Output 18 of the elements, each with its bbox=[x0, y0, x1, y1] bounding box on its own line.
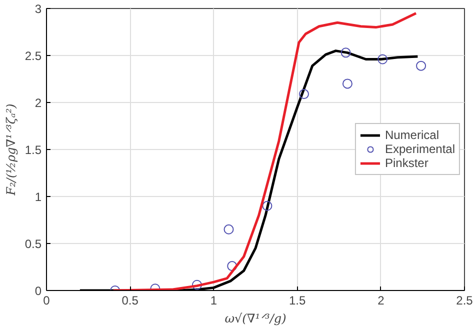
x-tick-label: 0 bbox=[43, 294, 50, 308]
x-tick-label: 1.5 bbox=[288, 294, 306, 308]
legend-label: Pinkster bbox=[384, 156, 428, 170]
y-tick-label: 0.5 bbox=[24, 237, 42, 251]
y-tick-label: 3 bbox=[34, 2, 42, 16]
x-tick-label: 2.5 bbox=[456, 294, 474, 308]
x-tick-label: 0.5 bbox=[122, 294, 139, 308]
x-tick-label: 1 bbox=[210, 294, 218, 308]
x-axis-title: ω√(∇¹ᐟ³/g) bbox=[224, 312, 287, 326]
legend-label: Numerical bbox=[384, 128, 439, 142]
y-tick-label: 2.5 bbox=[24, 49, 42, 63]
y-axis-title: F₂/(½ρg∇¹ᐟ³ζₐ²) bbox=[4, 103, 18, 196]
y-tick-label: 0 bbox=[34, 284, 42, 298]
y-tick-label: 2 bbox=[34, 96, 42, 110]
legend-label: Experimental bbox=[384, 142, 455, 156]
y-tick-label: 1 bbox=[34, 190, 42, 204]
x-tick-label: 2 bbox=[378, 294, 385, 308]
y-tick-label: 1.5 bbox=[24, 143, 42, 157]
